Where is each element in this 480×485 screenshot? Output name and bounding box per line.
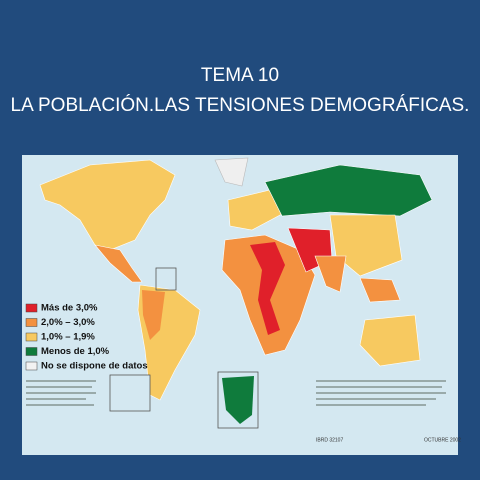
greenland	[214, 157, 249, 187]
southeast-asia	[359, 277, 401, 303]
inset-land	[222, 376, 254, 424]
subtitle: LA POBLACIÓN.LAS TENSIONES DEMOGRÁFICAS.	[11, 94, 470, 116]
legend-label: 2,0% – 3,0%	[41, 317, 95, 328]
africa-high	[250, 242, 285, 335]
legend: Más de 3,0% 2,0% – 3,0% 1,0% – 1,9% Menos d…	[25, 303, 148, 372]
legend-swatch	[25, 347, 38, 356]
legend-label: Más de 3,0%	[41, 303, 98, 314]
china	[329, 214, 403, 277]
legend-swatch	[25, 361, 38, 371]
central-america	[94, 244, 143, 283]
map-code: IBRD 32107	[316, 437, 343, 443]
legend-label: 1,0% – 1,9%	[41, 332, 95, 343]
legend-label: Menos de 1,0%	[41, 346, 110, 357]
legend-swatch	[25, 303, 38, 313]
europe	[227, 189, 283, 231]
legend-swatch	[25, 318, 38, 327]
inset-caribbean	[109, 374, 151, 412]
map: IBRD 32107 OCTUBRE 2002 Más de 3,0% 2,0% …	[22, 155, 461, 455]
andes	[142, 290, 165, 340]
north-america	[39, 159, 176, 251]
inset-marker	[155, 267, 177, 291]
india	[314, 255, 347, 293]
russia	[264, 164, 433, 217]
legend-swatch	[25, 332, 38, 342]
notes	[26, 380, 446, 406]
australia	[359, 314, 421, 367]
legend-label: No se dispone de datos	[41, 361, 148, 372]
map-date: OCTUBRE 2002	[424, 437, 461, 443]
title: TEMA 10	[201, 65, 279, 86]
